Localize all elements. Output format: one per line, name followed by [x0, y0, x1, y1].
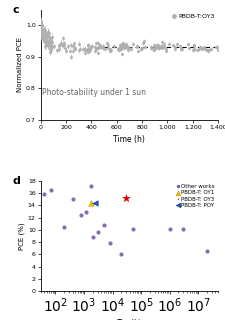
- Text: d: d: [12, 176, 20, 186]
- Point: [96, 230, 99, 235]
- Point: [62, 224, 66, 229]
- Point: [94, 201, 97, 206]
- Point: [71, 196, 74, 202]
- Legend: PBDB-T:OY3: PBDB-T:OY3: [172, 13, 215, 19]
- Point: [90, 201, 93, 206]
- Legend: Other works, PBDB-T: OY1, PBDB-T: OY3, PBDB-T: POY: Other works, PBDB-T: OY1, PBDB-T: OY3, P…: [176, 184, 216, 209]
- Point: [42, 192, 46, 197]
- Point: [124, 196, 128, 201]
- Point: [182, 226, 185, 231]
- Point: [108, 241, 112, 246]
- Point: [102, 222, 106, 228]
- Point: [91, 234, 94, 239]
- X-axis label: $T_{80}$ (h): $T_{80}$ (h): [116, 317, 142, 320]
- Text: Photo-stability under 1 sun: Photo-stability under 1 sun: [42, 88, 146, 97]
- Point: [119, 252, 123, 257]
- Text: c: c: [12, 5, 19, 15]
- Point: [79, 212, 83, 217]
- Point: [168, 227, 171, 232]
- Y-axis label: Normalized PCE: Normalized PCE: [17, 37, 23, 92]
- Point: [205, 248, 209, 253]
- Point: [49, 188, 53, 193]
- Point: [84, 210, 88, 215]
- Y-axis label: PCE (%): PCE (%): [18, 222, 25, 250]
- Point: [131, 226, 134, 231]
- Point: [90, 183, 93, 188]
- X-axis label: Time (h): Time (h): [113, 135, 145, 144]
